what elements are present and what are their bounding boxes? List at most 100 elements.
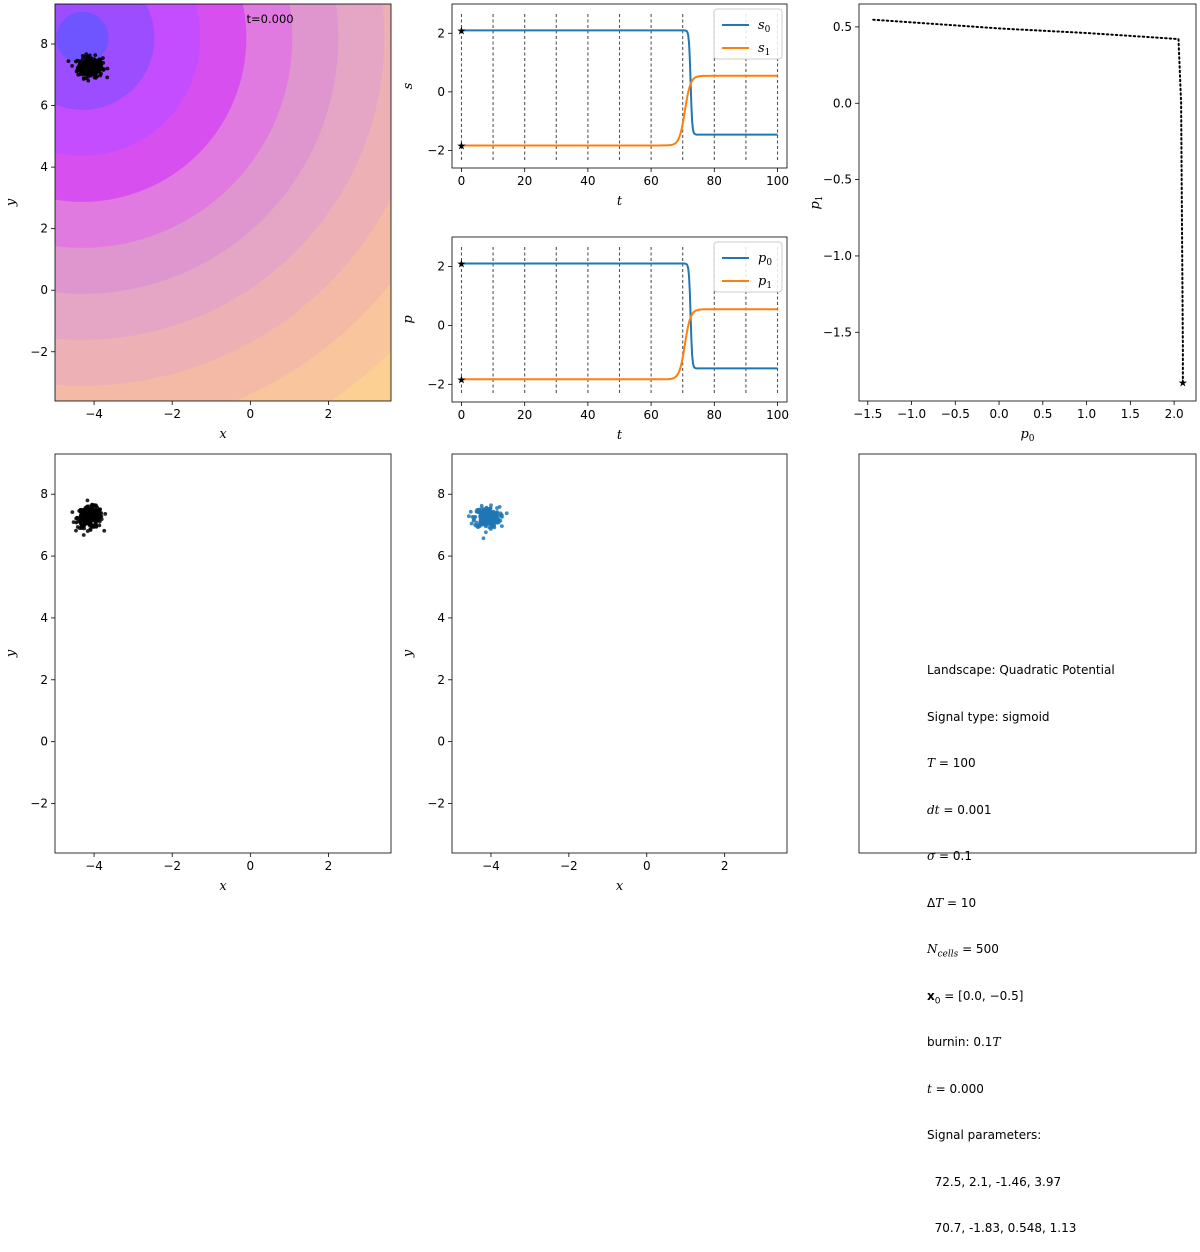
landscape-cell-point xyxy=(84,52,89,57)
params-legend-label: p1 xyxy=(758,274,772,291)
cells_black-cell-point xyxy=(97,512,102,517)
params-xtick-label: 20 xyxy=(517,408,532,422)
signal-xtick-label: 40 xyxy=(580,174,595,188)
cells_blue-cell-point xyxy=(482,510,487,514)
cells_black-cell-point xyxy=(70,510,75,515)
cells_black-cell-point xyxy=(95,505,100,510)
cells_blue-cell-point xyxy=(495,506,499,510)
cells_blue-xtick-label: −2 xyxy=(560,859,578,873)
landscape-cell-point xyxy=(75,67,80,71)
landscape-ytick-label: 0 xyxy=(40,283,48,297)
landscape-ytick-label: 8 xyxy=(40,37,48,51)
info-params-row2: 70.7, -1.83, 0.548, 1.13 xyxy=(927,1221,1077,1235)
info-panel: Landscape: Quadratic Potential Signal ty… xyxy=(927,632,1115,1252)
params-ylabel-base: p xyxy=(401,315,416,324)
cells_blue-cell-point xyxy=(487,515,492,519)
cells_blue-xlabel-base: x xyxy=(616,879,624,894)
landscape-cell-point xyxy=(93,53,98,58)
landscape-cell-point xyxy=(105,75,110,80)
params-series-p1 xyxy=(461,308,778,381)
cells_black-cell-point xyxy=(94,521,98,525)
cells_black-cell-point xyxy=(85,498,90,503)
chart-landscape: t=0.000 −4 −2 0 2 −2 0 2 4 6 8 x y xyxy=(4,3,392,442)
phase-xlabel-sub: 0 xyxy=(1029,434,1035,444)
landscape-cell-point xyxy=(95,66,99,71)
phase-ytick-label: −1.5 xyxy=(823,325,852,339)
params-start-marker: ★ xyxy=(457,373,467,386)
landscape-cell-point xyxy=(105,66,110,71)
signal-xtick-label: 100 xyxy=(766,174,789,188)
cells_black-cell-point xyxy=(79,522,84,527)
landscape-ytick-label: −2 xyxy=(30,345,48,359)
signal-start-marker: ★ xyxy=(457,139,467,152)
info-panel-frame xyxy=(858,453,1197,854)
cells_black-cell-point xyxy=(81,533,86,537)
landscape-contours xyxy=(55,4,391,401)
cells_black-ytick-label: 8 xyxy=(40,487,48,501)
landscape-ytick-label: 2 xyxy=(40,222,48,236)
cells_black-xtick-label: −2 xyxy=(163,859,181,873)
cells_black-cell-point xyxy=(84,517,89,522)
cells_blue-ytick-label: 4 xyxy=(437,611,445,625)
cells_blue-cell-point xyxy=(479,515,484,519)
signal-ytick-label: −2 xyxy=(427,143,445,157)
signal-xtick-label: 80 xyxy=(707,174,722,188)
info-landscape: Landscape: Quadratic Potential xyxy=(927,663,1115,677)
cells_black-ytick-label: 2 xyxy=(40,673,48,687)
cells_black-xtick-label: −4 xyxy=(85,859,103,873)
signal-series-s1 xyxy=(461,74,778,147)
landscape-cell-point xyxy=(90,67,95,72)
landscape-cell-point xyxy=(98,63,103,68)
cells_black-cell-point xyxy=(79,526,84,530)
cells_black-cell-point xyxy=(91,503,96,507)
cells_black-cell-point xyxy=(96,508,101,513)
signal-ylabel-base: s xyxy=(401,82,416,89)
landscape-cell-point xyxy=(99,67,104,72)
landscape-xtick-label: 0 xyxy=(247,407,255,421)
signal-xlabel-base: t xyxy=(617,194,623,209)
cells_blue-ylabel: y xyxy=(401,649,416,658)
cells_blue-cell-point xyxy=(471,518,476,523)
params-xtick-label: 100 xyxy=(766,408,789,422)
cells_black-cell-point xyxy=(83,512,88,516)
landscape-cell-point xyxy=(73,59,78,64)
cells_black-ytick-label: −2 xyxy=(30,797,48,811)
chart-cells_blue: −4 −2 0 2 −2 0 2 4 6 8 x y xyxy=(401,453,788,894)
cells_blue-ytick-label: −2 xyxy=(427,797,445,811)
phase-xtick-label: 1.0 xyxy=(1077,407,1096,421)
cells_black-cell-point xyxy=(84,507,89,512)
cells_blue-cell-point xyxy=(495,510,500,514)
cells_black-xtick-label: 0 xyxy=(247,859,255,873)
cells_black-cell-point xyxy=(97,523,102,528)
cells_black-cell-point xyxy=(80,509,84,514)
info-sigma: σ = 0.1 xyxy=(927,849,972,863)
params-xlabel: t xyxy=(617,428,623,443)
info-T: T = 100 xyxy=(927,756,976,770)
signal-legend-label: s1 xyxy=(758,41,770,58)
landscape-cell-point xyxy=(85,72,90,77)
phase-ylabel: p1 xyxy=(808,195,825,209)
phase-xtick-label: 1.5 xyxy=(1121,407,1140,421)
cells_blue-cell-point xyxy=(477,507,482,512)
params-xtick-label: 40 xyxy=(580,408,595,422)
cells_blue-cell-point xyxy=(486,520,491,525)
params-ylabel: p xyxy=(401,315,416,324)
landscape-time-label: t=0.000 xyxy=(247,12,294,26)
params-legend-label-base: p xyxy=(758,274,767,289)
params-legend-label-base: p xyxy=(758,251,767,266)
signal-ytick-label: 0 xyxy=(437,85,445,99)
landscape-xtick-label: −2 xyxy=(163,407,181,421)
params-xtick-label: 80 xyxy=(707,408,722,422)
phase-frame xyxy=(858,3,1197,402)
phase-xlabel-base: p xyxy=(1020,427,1029,442)
cells_black-ytick-label: 6 xyxy=(40,549,48,563)
phase-ylabel-base: p xyxy=(808,201,823,210)
params-series-p0 xyxy=(461,262,778,370)
cells_blue-ytick-label: 2 xyxy=(437,673,445,687)
landscape-cell-point xyxy=(77,59,81,63)
info-x0: x0 = [0.0, −0.5] xyxy=(927,988,1024,1006)
signal-xtick-label: 20 xyxy=(517,174,532,188)
